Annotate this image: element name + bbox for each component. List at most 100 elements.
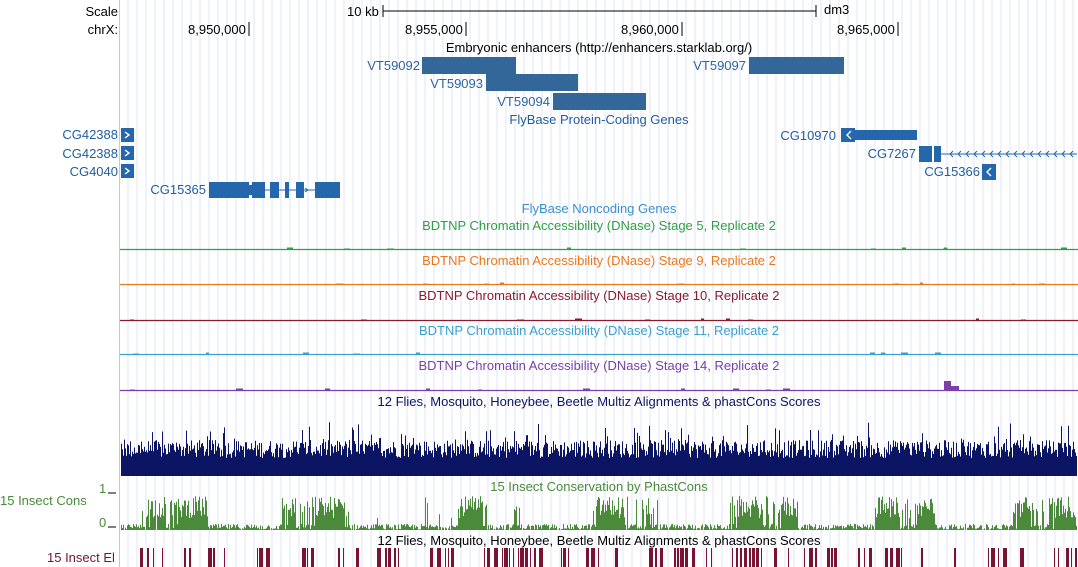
- conserved-element: [991, 548, 995, 567]
- noncoding-track-title[interactable]: FlyBase Noncoding Genes: [521, 201, 677, 216]
- conserved-element: [1071, 548, 1072, 567]
- strand-arrow-icon: [124, 167, 131, 175]
- conserved-element: [307, 548, 308, 567]
- dnase-track-title[interactable]: BDTNP Chromatin Accessibility (DNase) St…: [418, 288, 780, 303]
- conserved-element: [598, 548, 599, 567]
- dnase-peak: [361, 319, 367, 321]
- strand-arrow-icon: [846, 130, 852, 140]
- conserved-element: [692, 548, 695, 567]
- gene-utr: [249, 185, 252, 195]
- conserved-element: [388, 548, 391, 567]
- conserved-element: [208, 548, 212, 567]
- enhancer-label[interactable]: VT59093: [430, 76, 483, 91]
- dnase-peak: [943, 248, 948, 250]
- dnase-peak: [870, 352, 875, 355]
- dnase-peak: [681, 388, 685, 391]
- conserved-element: [520, 548, 524, 567]
- dnase-peak: [783, 388, 790, 391]
- conserved-element: [988, 548, 989, 567]
- conserved-element: [504, 548, 508, 567]
- gene-label[interactable]: CG42388: [62, 146, 118, 161]
- gene-track-title[interactable]: FlyBase Protein-Coding Genes: [509, 112, 689, 127]
- dnase-peak: [733, 388, 739, 391]
- conserved-element: [484, 548, 485, 567]
- dnase-peak: [678, 283, 684, 285]
- conserved-element: [674, 548, 676, 567]
- conserved-element: [153, 548, 154, 567]
- dnase-peak: [748, 319, 753, 321]
- dnase-track-title[interactable]: BDTNP Chromatin Accessibility (DNase) St…: [418, 323, 780, 338]
- strand-arrow-icon: [973, 150, 978, 158]
- conserved-element: [1066, 548, 1069, 567]
- conserved-element: [752, 548, 755, 567]
- enhancer-label[interactable]: VT59094: [497, 94, 550, 109]
- dnase-peak: [881, 353, 886, 355]
- gene-exon: [121, 164, 134, 178]
- gene-label[interactable]: CG15366: [924, 164, 980, 179]
- dnase-track-title[interactable]: BDTNP Chromatin Accessibility (DNase) St…: [422, 253, 776, 268]
- dnase-track-title[interactable]: BDTNP Chromatin Accessibility (DNase) St…: [422, 218, 776, 233]
- conserved-element: [864, 548, 865, 567]
- conserved-element: [394, 548, 396, 567]
- dnase-peak: [645, 319, 650, 321]
- phastcons-bars: [121, 496, 1077, 530]
- conserved-element: [437, 548, 441, 567]
- conserved-element: [257, 548, 258, 567]
- conserved-element: [568, 548, 569, 567]
- gene-label[interactable]: CG4040: [69, 164, 118, 179]
- dnase-peak: [416, 352, 420, 355]
- dnase-peak: [726, 318, 730, 321]
- gene-label[interactable]: CG10970: [780, 128, 836, 143]
- multiz-track-title[interactable]: 12 Flies, Mosquito, Honeybee, Beetle Mul…: [377, 394, 821, 409]
- dnase-peak: [944, 381, 951, 390]
- conserved-element: [660, 548, 663, 567]
- conserved-element: [259, 548, 263, 567]
- conserved-element: [756, 548, 759, 567]
- multiz-conservation-bars: [121, 422, 1077, 476]
- strand-arrow-icon: [124, 149, 131, 157]
- gene-exon: [209, 182, 249, 198]
- scale-bar-text: 10 kb: [347, 4, 379, 19]
- dnase-peak: [871, 248, 876, 250]
- enhancer-feature[interactable]: [553, 93, 646, 110]
- conserved-element: [224, 548, 225, 567]
- enhancer-feature[interactable]: [486, 74, 578, 91]
- phastcons-track-title[interactable]: 15 Insect Conservation by PhastCons: [490, 479, 708, 494]
- gene-exon: [270, 182, 279, 198]
- enhancer-feature[interactable]: [749, 57, 844, 74]
- dnase-track-title[interactable]: BDTNP Chromatin Accessibility (DNase) St…: [418, 358, 780, 373]
- gene-label[interactable]: CG42388: [62, 127, 118, 142]
- conserved-element: [831, 548, 833, 567]
- conserved-element: [809, 548, 813, 567]
- elements-track-title[interactable]: 12 Flies, Mosquito, Honeybee, Beetle Mul…: [377, 533, 821, 548]
- conserved-element: [140, 548, 143, 567]
- conserved-element: [1020, 548, 1024, 567]
- dnase-peak: [387, 248, 394, 250]
- gene-exon: [121, 128, 134, 142]
- dnase-peak: [766, 389, 771, 391]
- strand-arrow-icon: [1013, 150, 1018, 158]
- conserved-element: [761, 548, 762, 567]
- conserved-element: [921, 548, 923, 567]
- enhancer-feature[interactable]: [422, 57, 516, 74]
- dnase-peak: [206, 352, 209, 355]
- conserved-element: [685, 548, 688, 567]
- position-label: 8,965,000: [837, 22, 895, 37]
- conserved-element: [680, 548, 684, 567]
- strand-arrow-icon: [989, 150, 994, 158]
- strand-arrow-icon: [1069, 150, 1074, 158]
- conserved-element: [749, 548, 751, 567]
- strand-arrow-icon: [1045, 150, 1050, 158]
- gene-label[interactable]: CG7267: [867, 146, 916, 161]
- dnase-peak: [133, 353, 139, 355]
- enhancer-track-title[interactable]: Embryonic enhancers (http://enhancers.st…: [445, 40, 753, 55]
- enhancer-label[interactable]: VT59092: [367, 58, 420, 73]
- enhancer-label[interactable]: VT59097: [693, 58, 746, 73]
- dnase-peak: [426, 388, 430, 391]
- gene-label[interactable]: CG15365: [150, 182, 206, 197]
- conserved-element: [744, 548, 747, 567]
- conserved-element: [1058, 548, 1059, 567]
